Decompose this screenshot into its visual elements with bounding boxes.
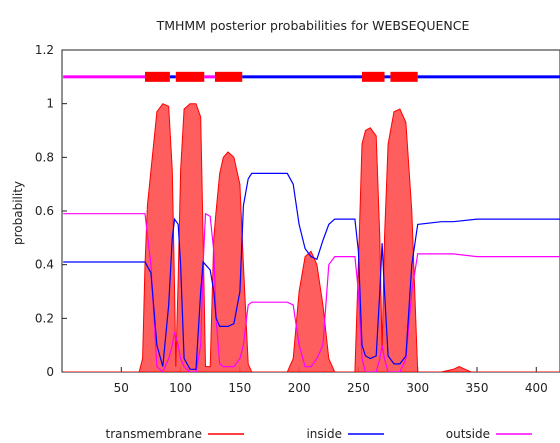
series-transmembrane-area bbox=[63, 104, 560, 372]
x-tick-label: 150 bbox=[228, 381, 251, 395]
topology-inside-segment bbox=[385, 75, 391, 78]
y-tick-label: 0.2 bbox=[35, 311, 54, 325]
x-tick-label: 50 bbox=[114, 381, 129, 395]
topology-transmembrane-segment bbox=[215, 72, 242, 82]
x-tick-label: 100 bbox=[169, 381, 192, 395]
y-tick-label: 1.2 bbox=[35, 43, 54, 57]
topology-inside-segment bbox=[170, 75, 176, 78]
x-tick-label: 300 bbox=[406, 381, 429, 395]
topology-transmembrane-segment bbox=[176, 72, 204, 82]
topology-transmembrane-segment bbox=[362, 72, 385, 82]
topology-transmembrane-segment bbox=[145, 72, 170, 82]
topology-transmembrane-segment bbox=[390, 72, 417, 82]
y-tick-label: 0.4 bbox=[35, 258, 54, 272]
topology-outside-segment bbox=[63, 75, 145, 78]
legend-label-transmembrane: transmembrane bbox=[105, 427, 202, 441]
chart-title: TMHMM posterior probabilities for WEBSEQ… bbox=[156, 18, 470, 33]
x-tick-label: 250 bbox=[347, 381, 370, 395]
topology-inside-segment bbox=[242, 75, 362, 78]
y-tick-label: 0 bbox=[46, 365, 54, 379]
y-tick-label: 0.6 bbox=[35, 204, 54, 218]
legend-label-outside: outside bbox=[446, 427, 490, 441]
x-tick-label: 350 bbox=[466, 381, 489, 395]
topology-inside-segment bbox=[418, 75, 560, 78]
legend: transmembrane inside outside bbox=[105, 427, 532, 441]
data-marks bbox=[63, 72, 560, 372]
y-axis-label: probability bbox=[11, 181, 25, 245]
x-tick-label: 200 bbox=[288, 381, 311, 395]
legend-label-inside: inside bbox=[306, 427, 342, 441]
plot-area: 0 0.2 0.4 0.6 0.8 1 1.2 50 100 150 200 250 300 350 400 bbox=[35, 43, 560, 395]
y-tick-label: 1 bbox=[46, 97, 54, 111]
x-tick-label: 400 bbox=[525, 381, 548, 395]
topology-outside-segment bbox=[204, 75, 215, 78]
y-tick-label: 0.8 bbox=[35, 150, 54, 164]
